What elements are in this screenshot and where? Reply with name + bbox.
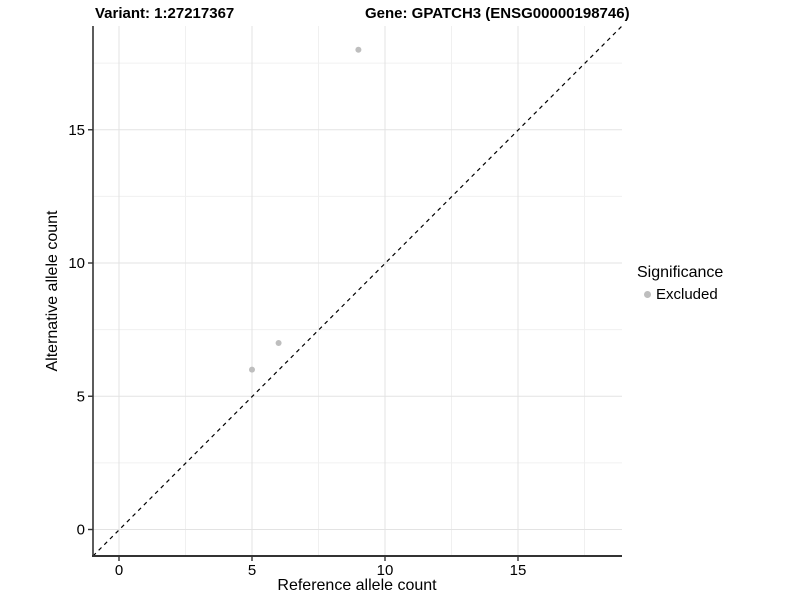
x-tick-label: 0: [115, 562, 123, 579]
x-axis-title: Reference allele count: [277, 577, 437, 594]
legend: Significance Excluded: [637, 264, 723, 303]
data-point-excluded: [275, 339, 282, 346]
legend-item-excluded: Excluded: [637, 286, 723, 303]
y-tick-label: 10: [68, 255, 85, 272]
y-tick-label: 15: [68, 122, 85, 139]
y-tick-label: 0: [77, 522, 85, 539]
x-tick-label: 15: [510, 562, 527, 579]
y-tick-label: 5: [77, 388, 85, 405]
data-point-excluded: [355, 46, 362, 53]
identity-dashed-line: [92, 25, 623, 557]
plot-title-variant: Variant: 1:27217367: [95, 5, 235, 22]
y-axis-title: Alternative allele count: [44, 210, 61, 372]
plot-title-gene: Gene: GPATCH3 (ENSG00000198746): [365, 5, 630, 22]
data-point-excluded: [249, 366, 255, 373]
x-tick-label: 10: [377, 562, 394, 579]
legend-title: Significance: [637, 264, 724, 281]
legend-item-label: Excluded: [656, 286, 718, 303]
excluded-point-icon: [644, 291, 651, 298]
x-tick-label: 5: [248, 562, 256, 579]
